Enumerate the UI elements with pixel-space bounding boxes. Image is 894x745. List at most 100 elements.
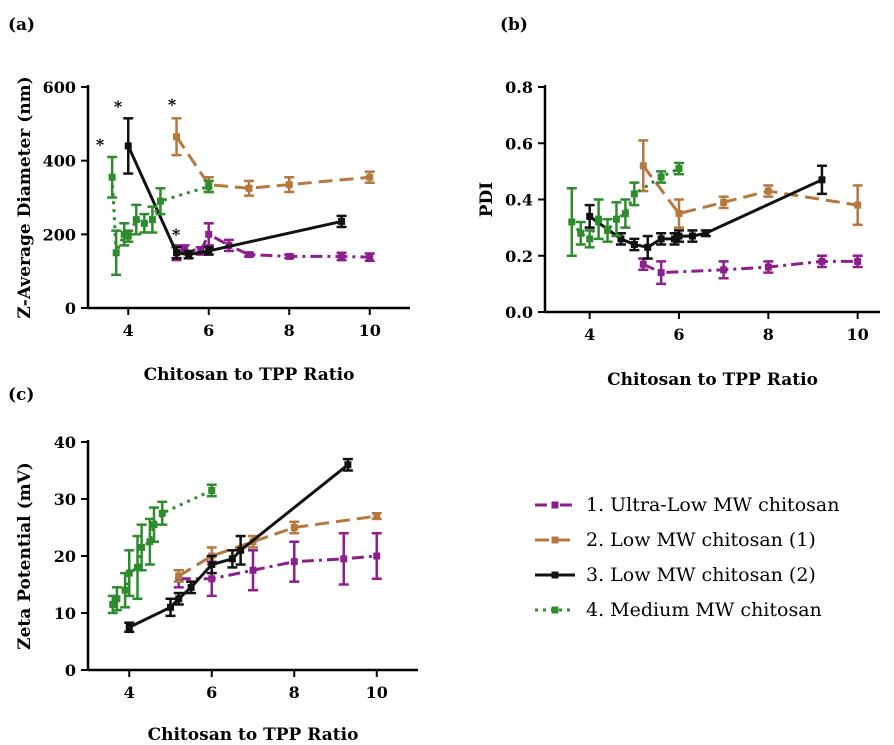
significance-star: *	[114, 97, 123, 116]
data-point	[125, 623, 133, 631]
legend-swatch-marker	[551, 536, 559, 544]
series-2	[171, 117, 375, 197]
data-point	[175, 595, 183, 603]
series-line	[177, 514, 377, 578]
data-point	[675, 165, 683, 173]
y-axis-label: PDI	[477, 182, 497, 218]
y-tick-label: 0.0	[505, 303, 533, 322]
y-tick-label: 0.2	[505, 247, 533, 266]
data-point	[720, 266, 728, 274]
legend-swatch-marker	[551, 606, 559, 614]
series-3	[124, 457, 353, 634]
x-tick-label: 8	[289, 683, 300, 702]
x-tick-label: 4	[584, 325, 595, 344]
legend-item: 1. Ultra-Low MW chitosan	[535, 494, 839, 516]
data-point	[366, 253, 374, 261]
y-tick-label: 40	[54, 433, 76, 452]
data-point	[568, 218, 576, 226]
data-point	[720, 198, 728, 206]
panel-label: (b)	[500, 15, 528, 35]
data-point	[109, 600, 117, 608]
data-point	[205, 182, 213, 190]
data-point	[639, 162, 647, 170]
series-line	[642, 259, 858, 275]
y-tick-label: 0.8	[505, 78, 533, 97]
data-point	[657, 269, 665, 277]
series-2	[638, 139, 863, 229]
series-line	[111, 489, 213, 606]
data-point	[121, 586, 129, 594]
data-point	[249, 566, 257, 574]
x-tick-label: 10	[847, 325, 869, 344]
data-point	[621, 210, 629, 218]
x-tick-label: 6	[206, 683, 217, 702]
legend-item: 3. Low MW chitosan (2)	[535, 564, 816, 586]
legend-label: 2. Low MW chitosan (1)	[586, 529, 816, 551]
data-point	[134, 563, 141, 571]
series-line	[178, 554, 377, 581]
data-point	[125, 569, 133, 577]
y-axis-label: Zeta Potential (mV)	[15, 462, 35, 650]
data-point	[205, 230, 213, 238]
data-point	[373, 552, 381, 560]
legend-item: 4. Medium MW chitosan	[535, 599, 822, 621]
series-1	[173, 531, 382, 598]
legend-label: 3. Low MW chitosan (2)	[586, 564, 816, 586]
data-point	[671, 235, 679, 243]
data-point	[702, 229, 710, 237]
y-tick-label: 400	[43, 152, 76, 171]
x-axis-label: Chitosan to TPP Ratio	[148, 725, 359, 745]
significance-star: *	[96, 135, 105, 154]
data-point	[586, 235, 594, 243]
data-point	[208, 561, 216, 569]
data-point	[175, 572, 183, 580]
y-tick-label: 600	[43, 78, 76, 97]
series-3	[123, 117, 347, 260]
data-point	[818, 257, 826, 265]
y-tick-label: 20	[54, 547, 76, 566]
data-point	[675, 210, 683, 218]
legend-label: 4. Medium MW chitosan	[586, 599, 822, 621]
data-point	[340, 555, 348, 563]
x-axis-label: Chitosan to TPP Ratio	[144, 365, 355, 385]
data-point	[630, 190, 638, 198]
data-point	[187, 583, 195, 591]
x-tick-label: 4	[123, 321, 134, 340]
data-point	[245, 184, 253, 192]
x-tick-label: 8	[763, 325, 774, 344]
data-point	[617, 235, 625, 243]
y-tick-label: 200	[43, 225, 76, 244]
data-point	[373, 512, 381, 520]
data-point	[675, 232, 683, 240]
data-point	[854, 201, 862, 209]
data-point	[586, 212, 594, 220]
legend-item: 2. Low MW chitosan (1)	[535, 529, 816, 551]
data-point	[366, 173, 374, 181]
data-point	[604, 226, 612, 234]
series-4	[107, 155, 214, 277]
y-tick-label: 10	[54, 604, 76, 623]
series-line	[642, 164, 858, 216]
chart-panel-c: (c) 0 10 20 30 40 4 6 8 10 Chitosan to TPP Ratio Ze…	[8, 385, 418, 745]
data-point	[173, 249, 181, 257]
significance-star: *	[172, 225, 181, 244]
data-point	[150, 521, 158, 529]
data-point	[138, 543, 146, 551]
data-point	[245, 251, 253, 259]
series-1	[638, 254, 863, 286]
x-axis-label: Chitosan to TPP Ratio	[607, 370, 818, 390]
x-tick-label: 6	[673, 325, 684, 344]
x-tick-label: 4	[124, 683, 135, 702]
data-point	[595, 215, 603, 223]
legend-swatch-marker	[551, 501, 559, 509]
data-point	[208, 575, 216, 583]
legend-label: 1. Ultra-Low MW chitosan	[586, 494, 839, 516]
data-point	[112, 249, 120, 257]
data-point	[612, 215, 620, 223]
series-1	[171, 222, 375, 263]
data-point	[854, 257, 862, 265]
data-point	[290, 558, 298, 566]
legend-swatch-marker	[551, 571, 559, 579]
data-point	[108, 173, 116, 181]
